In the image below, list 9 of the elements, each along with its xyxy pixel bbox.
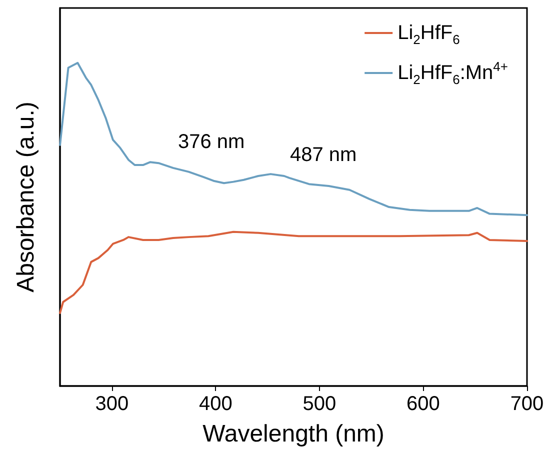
x-tick-label: 400 [198,393,232,415]
x-tick-label: 300 [95,393,129,415]
annotation: 376 nm [178,131,245,153]
y-axis-title: Absorbance (a.u.) [12,102,40,292]
annotation: 487 nm [290,144,357,166]
x-tick-label: 600 [406,393,440,415]
x-axis-title: Wavelength (nm) [202,420,384,448]
x-tick-label: 500 [302,393,336,415]
x-tick-label: 700 [510,393,544,415]
